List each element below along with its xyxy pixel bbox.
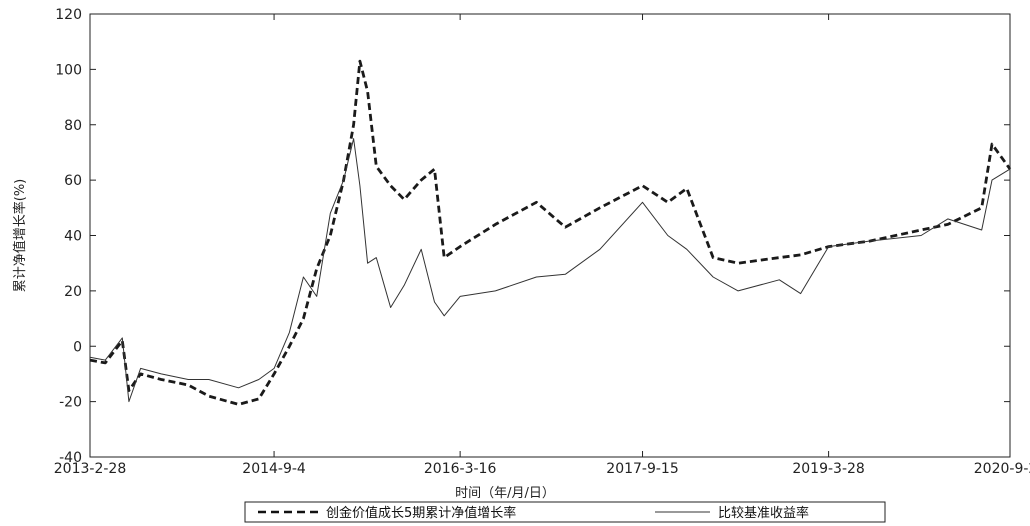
plot-area	[89, 13, 1011, 458]
y-tick-label: 60	[64, 173, 82, 189]
x-axis-label: 时间（年/月/日）	[455, 486, 555, 501]
series-1-line	[89, 59, 1012, 406]
y-tick-label: 80	[64, 118, 82, 134]
x-axis: 2013-2-28 2014-9-4 2016-3-16 2017-9-15 2019-…	[54, 14, 1030, 477]
legend-box	[244, 501, 886, 523]
y-tick-label: 120	[55, 7, 82, 23]
legend-label-series-2: 比较基准收益率	[718, 505, 809, 521]
x-tick-label: 2014-9-4	[242, 461, 306, 477]
x-tick-label: 2013-2-28	[54, 461, 126, 477]
legend-label-series-1: 创金价值成长5期累计净值增长率	[326, 505, 516, 521]
y-axis-label: 累计净值增长率(%)	[12, 179, 28, 293]
x-tick-label: 2020-9-23	[974, 461, 1030, 477]
y-tick-label: 20	[64, 284, 82, 300]
y-tick-label: 0	[73, 339, 82, 355]
x-tick-label: 2017-9-15	[606, 461, 678, 477]
series-2-line	[89, 138, 1011, 403]
x-tick-label: 2019-3-28	[792, 461, 864, 477]
x-tick-label: 2016-3-16	[424, 461, 497, 477]
y-tick-label: 40	[64, 229, 82, 245]
y-tick-label: -20	[59, 395, 82, 411]
y-tick-label: -40	[59, 450, 82, 466]
y-tick-label: 100	[55, 62, 82, 78]
legend: 创金价值成长5期累计净值增长率 比较基准收益率	[244, 501, 886, 523]
y-axis: -40 -20 0 20 40 60 80 100 120	[55, 7, 1010, 466]
series-group	[89, 59, 1012, 406]
